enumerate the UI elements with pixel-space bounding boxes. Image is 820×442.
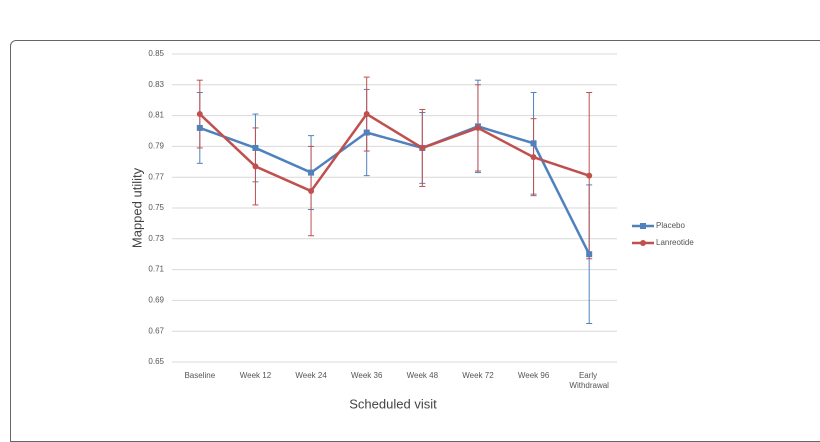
x-tick-label: Week 48 (407, 371, 439, 380)
legend-label: Placebo (656, 221, 685, 230)
marker (586, 251, 593, 258)
marker (196, 124, 203, 131)
marker (363, 111, 370, 118)
legend-marker (640, 240, 646, 246)
y-tick-label: 0.73 (148, 234, 164, 243)
chart: Mapped utility Scheduled visit 0.65 0.67 0… (128, 48, 698, 412)
chart-background (128, 48, 698, 412)
x-axis-title: Scheduled visit (349, 396, 437, 411)
x-tick-label: Week 72 (462, 371, 494, 380)
x-tick-label: Week 96 (518, 371, 550, 380)
marker (530, 154, 537, 161)
marker (419, 144, 426, 151)
x-tick-label: Week 36 (351, 371, 383, 380)
x-tick-label: Week 24 (295, 371, 327, 380)
marker (252, 144, 259, 151)
y-tick-label: 0.71 (148, 265, 164, 274)
y-axis-title: Mapped utility (129, 167, 144, 248)
y-tick-label: 0.79 (148, 142, 164, 151)
x-tick-label: Week 12 (240, 371, 272, 380)
y-tick-label: 0.77 (148, 172, 164, 181)
x-tick-label: Early Withdrawal (569, 371, 609, 390)
y-tick-label: 0.81 (148, 111, 164, 120)
marker (474, 124, 481, 131)
y-tick-label: 0.69 (148, 296, 164, 305)
y-tick-label: 0.75 (148, 203, 164, 212)
y-tick-label: 0.65 (148, 357, 164, 366)
marker (530, 140, 537, 147)
y-tick-label: 0.85 (148, 49, 164, 58)
marker (196, 111, 203, 118)
legend-marker (640, 223, 646, 229)
series-line (198, 112, 590, 193)
marker (308, 188, 315, 195)
y-tick-label: 0.67 (148, 326, 164, 335)
page: Mapped utility Scheduled visit 0.65 0.67 0… (10, 40, 820, 442)
x-tick-label: Baseline (184, 371, 215, 380)
legend-label: Lanreotide (656, 238, 694, 247)
marker (363, 129, 370, 136)
y-tick-label: 0.83 (148, 80, 164, 89)
marker (586, 172, 593, 179)
marker (308, 169, 315, 176)
marker (252, 163, 259, 170)
series-line (199, 125, 591, 255)
